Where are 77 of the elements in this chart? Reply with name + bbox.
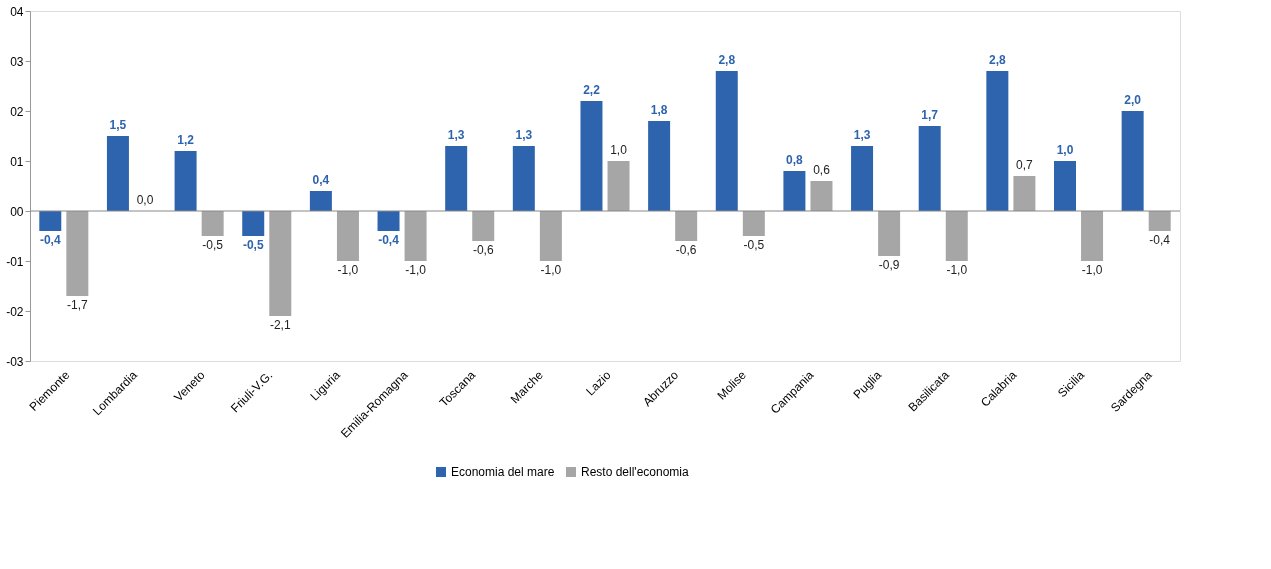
- legend-label: Resto dell'economia: [581, 465, 690, 479]
- data-label: -0,4: [1149, 233, 1171, 247]
- data-label: -0,6: [675, 243, 697, 257]
- data-label: 0,6: [813, 163, 831, 177]
- bar: [174, 151, 197, 211]
- data-label: 1,0: [610, 143, 628, 157]
- data-label: -0,5: [242, 238, 264, 252]
- bar: [1081, 211, 1104, 261]
- bar: [377, 211, 400, 231]
- bar: [945, 211, 968, 261]
- y-tick-label: 04: [10, 4, 24, 19]
- bar: [878, 211, 901, 256]
- data-label: -2,1: [269, 318, 291, 332]
- bar: [336, 211, 359, 261]
- bar: [580, 101, 603, 211]
- bar: [539, 211, 562, 261]
- bar: [201, 211, 224, 236]
- bar: [1121, 111, 1144, 211]
- y-tick-label: 02: [10, 104, 24, 119]
- data-label: 1,8: [650, 103, 668, 117]
- data-label: -0,5: [743, 238, 765, 252]
- bar: [783, 171, 806, 211]
- bar: [851, 146, 874, 211]
- bar: [675, 211, 698, 241]
- data-label: -1,0: [540, 263, 562, 277]
- bar: [918, 126, 941, 211]
- bar: [742, 211, 765, 236]
- data-label: 1,0: [1056, 143, 1074, 157]
- bar: [1148, 211, 1171, 231]
- bar: [1054, 161, 1076, 211]
- bar: [66, 211, 89, 296]
- data-label: 2,8: [989, 53, 1007, 67]
- bar: [648, 121, 671, 211]
- bar: [445, 146, 468, 211]
- y-tick-label: 03: [10, 54, 24, 69]
- data-label: 1,3: [447, 128, 465, 142]
- data-label: 0,0: [136, 193, 154, 207]
- data-label: 0,7: [1016, 158, 1034, 172]
- bar: [242, 211, 265, 236]
- data-label: -1,0: [405, 263, 427, 277]
- bar: [607, 161, 630, 211]
- data-label: 1,5: [109, 118, 127, 132]
- y-tick-label: -03: [6, 354, 24, 369]
- bar: [715, 71, 738, 211]
- legend-label: Economia del mare: [451, 465, 555, 479]
- data-label: 2,0: [1124, 93, 1142, 107]
- bar: [309, 191, 332, 211]
- data-label: -0,4: [39, 233, 61, 247]
- bar: [472, 211, 495, 241]
- data-label: 2,2: [583, 83, 601, 97]
- bar: [106, 136, 129, 211]
- data-label: -0,6: [472, 243, 494, 257]
- y-tick-label: 00: [10, 204, 24, 219]
- bar: [810, 181, 833, 211]
- y-tick-label: -01: [6, 254, 24, 269]
- data-label: 1,3: [853, 128, 871, 142]
- y-tick-label: -02: [6, 304, 24, 319]
- data-label: 1,2: [177, 133, 195, 147]
- data-label: 2,8: [718, 53, 736, 67]
- data-label: -1,0: [946, 263, 968, 277]
- data-label: -0,4: [378, 233, 400, 247]
- bar: [39, 211, 62, 231]
- y-tick-label: 01: [10, 154, 24, 169]
- data-label: -1,0: [1081, 263, 1103, 277]
- bar: [512, 146, 535, 211]
- bar: [986, 71, 1009, 211]
- data-label: -0,5: [202, 238, 224, 252]
- data-label: -1,0: [337, 263, 359, 277]
- bar: [1013, 176, 1036, 211]
- data-label: 1,7: [921, 108, 939, 122]
- bar: [404, 211, 427, 261]
- data-label: 1,3: [515, 128, 533, 142]
- data-label: -0,9: [878, 258, 900, 272]
- data-label: -1,7: [67, 298, 89, 312]
- bar: [269, 211, 292, 316]
- data-label: 0,4: [312, 173, 330, 187]
- data-label: 0,8: [786, 153, 804, 167]
